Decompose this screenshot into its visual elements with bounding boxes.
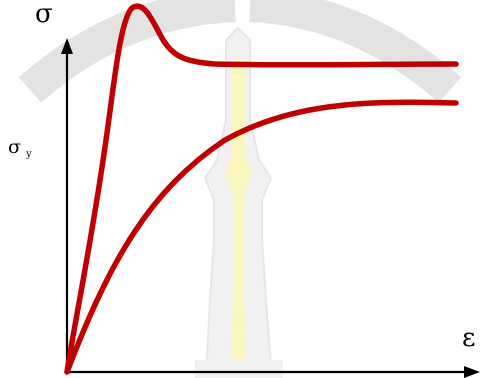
- watermark-base: [195, 360, 283, 378]
- yield-stress-label: σ y: [8, 136, 32, 160]
- watermark-arch-right: [250, 5, 450, 90]
- y-axis-label: σ: [35, 0, 53, 29]
- yield-stress-subscript: y: [25, 149, 32, 160]
- x-axis-label: ε: [462, 323, 475, 353]
- watermark: [30, 5, 450, 378]
- yield-stress-symbol: σ: [8, 136, 21, 158]
- x-axis-arrowhead: [464, 366, 480, 378]
- axes: [61, 38, 480, 378]
- watermark-arch-left: [30, 5, 235, 90]
